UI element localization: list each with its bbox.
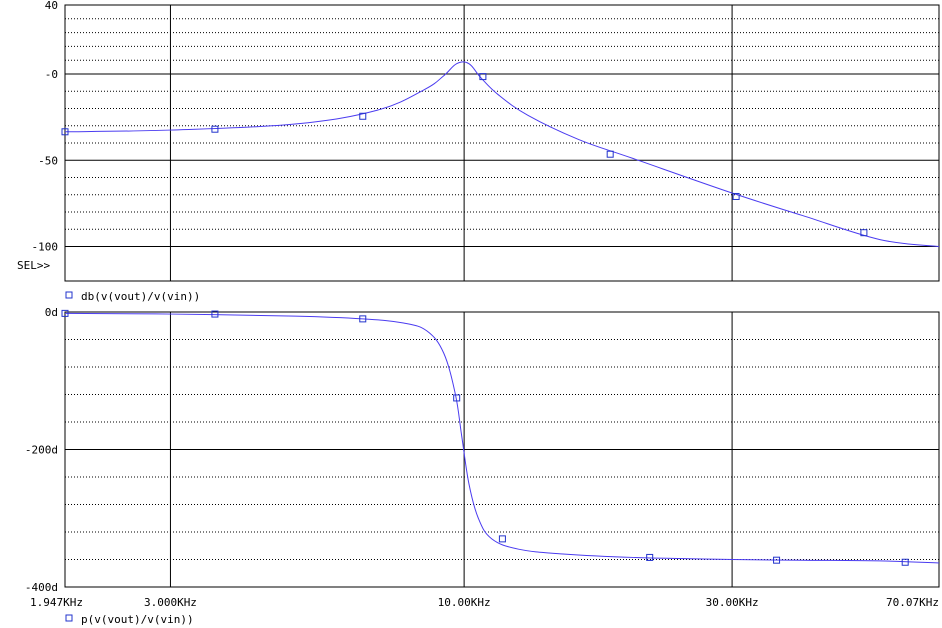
magnitude-y-tick-label: -0 [45, 68, 58, 81]
x-tick-label: 3.000KHz [144, 596, 197, 609]
sel-marker-label: SEL>> [17, 259, 50, 272]
phase-markers [61, 309, 909, 566]
phase-data-marker [211, 310, 219, 318]
phase-data-marker [498, 535, 506, 543]
magnitude-legend[interactable]: db(v(vout)/v(vin)) [65, 290, 200, 303]
magnitude-legend-marker-icon [65, 291, 73, 299]
magnitude-data-marker [359, 112, 367, 120]
magnitude-y-tick-label: -100 [32, 241, 59, 254]
phase-data-marker [773, 556, 781, 564]
x-tick-label: 10.00KHz [438, 596, 491, 609]
x-tick-label: 1.947KHz [30, 596, 83, 609]
magnitude-panel: 40 -0 -50 -100 SEL>> [17, 0, 940, 282]
phase-data-marker [359, 315, 367, 323]
x-tick-label: 30.00KHz [706, 596, 759, 609]
magnitude-y-tick-labels: 40 -0 -50 -100 [32, 0, 59, 254]
magnitude-data-marker [61, 128, 69, 136]
magnitude-data-marker [732, 192, 740, 200]
phase-y-tick-label: 0d [45, 306, 58, 319]
magnitude-data-marker [860, 229, 868, 237]
x-axis-tick-labels: 1.947KHz 3.000KHz 10.00KHz 30.00KHz 70.07KHz [30, 596, 939, 609]
phase-data-marker [901, 558, 909, 566]
x-tick-label: 70.07KHz [886, 596, 939, 609]
phase-panel: 0d -200d -400d [25, 306, 940, 594]
magnitude-legend-label: db(v(vout)/v(vin)) [81, 290, 200, 303]
phase-y-tick-label: -200d [25, 444, 58, 457]
phase-data-marker [61, 309, 69, 317]
phase-horizontal-grid [65, 311, 939, 588]
magnitude-data-marker [479, 73, 487, 81]
magnitude-data-marker [606, 150, 614, 158]
magnitude-y-tick-label: -50 [38, 154, 58, 167]
phase-trace [64, 312, 940, 564]
phase-y-tick-label: -400d [25, 581, 58, 594]
magnitude-y-tick-label: 40 [45, 0, 58, 12]
magnitude-plot-frame [64, 4, 940, 282]
magnitude-horizontal-grid [65, 4, 939, 247]
magnitude-markers [61, 73, 868, 237]
phase-y-tick-labels: 0d -200d -400d [25, 306, 58, 594]
magnitude-data-marker [211, 125, 219, 133]
phase-legend-marker-icon [65, 614, 73, 622]
phase-legend-label: p(v(vout)/v(vin)) [81, 613, 194, 626]
magnitude-trace [64, 61, 940, 247]
magnitude-vertical-grid [169, 5, 733, 281]
phase-data-marker [646, 553, 654, 561]
phase-legend[interactable]: p(v(vout)/v(vin)) [65, 613, 194, 626]
phase-data-marker [453, 394, 461, 402]
